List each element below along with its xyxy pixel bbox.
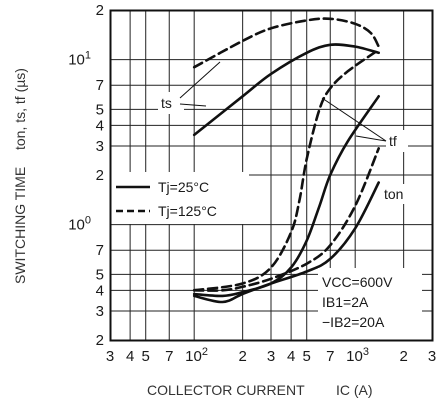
tf-label-bg <box>386 130 408 152</box>
legend-label-solid: Tj=25°C <box>158 179 209 195</box>
x-tick-label: 7 <box>326 348 334 365</box>
legend: Tj=25°C Tj=125°C <box>104 172 249 224</box>
x-tick-label: 4 <box>287 348 295 365</box>
series-lines <box>192 17 380 304</box>
x-tick-label: 2 <box>399 348 407 365</box>
tf-annotation: tf <box>321 97 408 152</box>
condition-vcc: VCC=600V <box>322 274 393 290</box>
ts-leader-lower <box>179 103 207 107</box>
y-tick-label: 4 <box>96 282 104 299</box>
x-tick-label: 5 <box>303 348 311 365</box>
series-ts-solid-line <box>192 43 380 137</box>
test-conditions: VCC=600V IB1=2A −IB2=20A <box>318 268 422 344</box>
ts-label: ts <box>161 95 172 111</box>
y-tick-label: 2 <box>96 2 104 19</box>
condition-ib2: −IB2=20A <box>322 314 385 330</box>
y-tick-label: 3 <box>96 303 104 320</box>
y-tick-label: 7 <box>96 242 104 259</box>
ton-annotation: ton <box>382 184 412 204</box>
y-tick-label: 5 <box>96 266 104 283</box>
conditions-bg <box>318 268 422 344</box>
x-tick-label: 5 <box>142 348 150 365</box>
tf-leader-lower <box>355 135 387 142</box>
x-tick-label: 4 <box>126 348 134 365</box>
x-axis-symbol: IC (A) <box>336 382 373 398</box>
series-ton-solid-line <box>192 181 380 304</box>
x-tick-label: 3 <box>267 348 275 365</box>
x-tick-labels: 3 4 5 7 102 2 3 4 5 7 103 2 3 <box>106 346 436 365</box>
y-tick-label: 5 <box>96 101 104 118</box>
y-tick-label: 101 <box>68 50 91 69</box>
ts-label-bg <box>158 92 184 114</box>
y-tick-label: 7 <box>96 77 104 94</box>
x-tick-label: 3 <box>106 348 114 365</box>
ts-annotation: ts <box>158 61 221 114</box>
tf-leader-upper <box>321 97 387 142</box>
legend-label-dashed: Tj=125°C <box>158 203 217 219</box>
x-tick-label: 3 <box>428 348 436 365</box>
x-tick-label: 7 <box>165 348 173 365</box>
y-axis-symbol: ton, ts, tf (µs) <box>12 68 28 150</box>
y-tick-label: 3 <box>96 138 104 155</box>
y-tick-label: 2 <box>96 332 104 349</box>
x-axis-title: COLLECTOR CURRENT <box>147 382 305 398</box>
series-ton-dashed-line <box>192 147 380 292</box>
plot-frame <box>109 9 434 342</box>
series-ts-dashed-line <box>192 17 380 69</box>
y-axis-title: SWITCHING TIME <box>12 167 28 284</box>
ton-label-bg <box>382 184 412 204</box>
condition-ib1: IB1=2A <box>322 294 369 310</box>
x-tick-label: 2 <box>238 348 246 365</box>
series-tf-dashed-line <box>192 48 380 292</box>
ton-label: ton <box>384 186 403 202</box>
tf-label: tf <box>389 133 397 149</box>
y-tick-label: 100 <box>68 215 91 234</box>
ts-leader-upper <box>179 61 221 99</box>
legend-background <box>104 172 249 224</box>
y-tick-label: 2 <box>96 167 104 184</box>
x-tick-label: 103 <box>346 346 369 365</box>
series-tf-solid-line <box>192 95 380 298</box>
y-tick-label: 4 <box>96 117 104 134</box>
x-tick-label: 102 <box>185 346 208 365</box>
